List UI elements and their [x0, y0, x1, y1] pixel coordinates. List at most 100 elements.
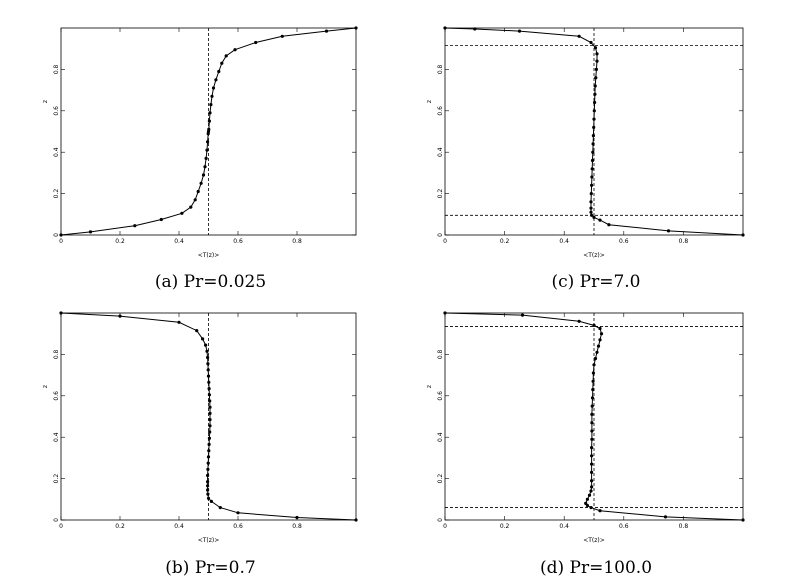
data-point: [193, 198, 197, 202]
y-tick-label: 0: [53, 518, 60, 522]
data-point: [206, 461, 210, 465]
chart-panel-4: 00 0.2 0.2 0.4 0.4 0.6 0.6 0.8 0.8 <T(z)> z (d) Pr=…: [426, 311, 745, 578]
y-tick-label: 0.2: [53, 474, 60, 484]
data-point: [118, 314, 122, 318]
data-point: [133, 224, 137, 228]
data-point: [88, 230, 93, 234]
data-point: [208, 411, 212, 415]
data-point: [207, 449, 211, 453]
y-tick-label: 0.8: [53, 349, 60, 359]
data-point: [280, 34, 284, 38]
data-point: [590, 421, 594, 425]
data-point: [207, 436, 211, 440]
x-tick-label: 0.4: [174, 523, 184, 530]
y-axis-label: z: [426, 385, 433, 388]
data-point: [590, 462, 594, 466]
y-tick-label: 0.8: [437, 349, 444, 359]
data-point: [592, 323, 596, 327]
data-point: [592, 215, 596, 219]
data-point: [741, 518, 745, 522]
data-point: [590, 404, 594, 408]
data-point: [209, 103, 213, 107]
y-tick-label: 0.6: [53, 391, 60, 401]
data-point: [589, 210, 593, 214]
data-point: [205, 148, 209, 152]
data-point: [592, 117, 596, 121]
data-point: [208, 405, 212, 409]
y-axis-label: z: [42, 100, 49, 103]
data-point: [589, 40, 593, 45]
data-point: [592, 363, 596, 367]
data-point: [159, 217, 163, 222]
data-point: [590, 396, 595, 400]
data-point: [666, 229, 671, 233]
y-tick-label: 0: [437, 233, 444, 237]
data-point: [443, 311, 447, 315]
data-point: [590, 485, 594, 489]
data-point: [324, 29, 329, 33]
data-point: [595, 59, 599, 63]
data-point: [593, 356, 598, 361]
data-point: [208, 424, 212, 428]
data-point: [592, 109, 596, 113]
data-point: [206, 488, 210, 492]
data-point: [585, 503, 590, 508]
data-point: [595, 52, 599, 56]
x-tick-label: 0.4: [174, 238, 184, 245]
data-point: [595, 350, 599, 354]
data-point: [236, 511, 240, 515]
y-tick-label: 0.8: [53, 64, 60, 74]
data-point: [206, 467, 210, 471]
data-point: [218, 506, 222, 510]
data-point: [594, 67, 599, 71]
chart-panel-3: 00 0.2 0.2 0.4 0.4 0.6 0.6 0.8 0.8 <T(z)> z (c) Pr=…: [426, 26, 745, 292]
y-axis-label: z: [42, 385, 49, 388]
y-tick-label: 0.6: [53, 106, 60, 116]
panel-caption: (a) Pr=0.025: [155, 272, 266, 292]
chart-panel-2: 00 0.2 0.2 0.4 0.4 0.6 0.6 0.8 0.8 <T(z)> z (b) Pr=…: [42, 311, 358, 578]
data-point: [590, 183, 594, 187]
data-point: [592, 125, 596, 129]
panel-caption: (b) Pr=0.7: [165, 558, 255, 578]
data-point: [211, 86, 216, 90]
x-tick-label: 0.2: [115, 523, 125, 530]
data-point: [591, 134, 596, 138]
data-point: [204, 343, 208, 347]
data-point: [599, 332, 604, 336]
x-tick-label: 0.8: [292, 523, 302, 530]
data-point: [354, 518, 358, 522]
x-tick-label: 0: [443, 238, 447, 245]
x-tick-label: 0.8: [679, 238, 689, 245]
x-tick-label: 0.2: [500, 238, 510, 245]
data-point: [589, 206, 593, 210]
data-point: [206, 368, 210, 372]
data-point: [596, 344, 601, 348]
y-tick-label: 0.8: [437, 64, 444, 74]
data-point: [206, 374, 211, 378]
data-point: [208, 399, 212, 403]
data-point: [201, 337, 205, 341]
data-point: [663, 515, 668, 519]
data-point: [208, 111, 212, 115]
data-point: [205, 349, 209, 353]
data-point: [233, 48, 237, 52]
data-point: [207, 380, 211, 384]
data-point: [598, 338, 602, 342]
data-point: [201, 173, 206, 177]
x-tick-label: 0.4: [559, 238, 569, 245]
y-tick-label: 0.2: [53, 189, 60, 199]
data-point: [295, 515, 299, 520]
data-point: [206, 455, 211, 459]
data-point: [590, 437, 594, 441]
data-point: [607, 223, 611, 227]
data-point: [589, 192, 593, 196]
data-point: [217, 69, 221, 74]
data-point: [208, 430, 212, 434]
data-point: [589, 489, 593, 493]
data-point: [577, 34, 581, 38]
y-tick-label: 0.4: [53, 147, 60, 157]
data-point: [206, 484, 210, 488]
x-tick-label: 0: [59, 238, 63, 245]
data-point: [585, 497, 590, 501]
y-tick-label: 0.4: [53, 432, 60, 442]
